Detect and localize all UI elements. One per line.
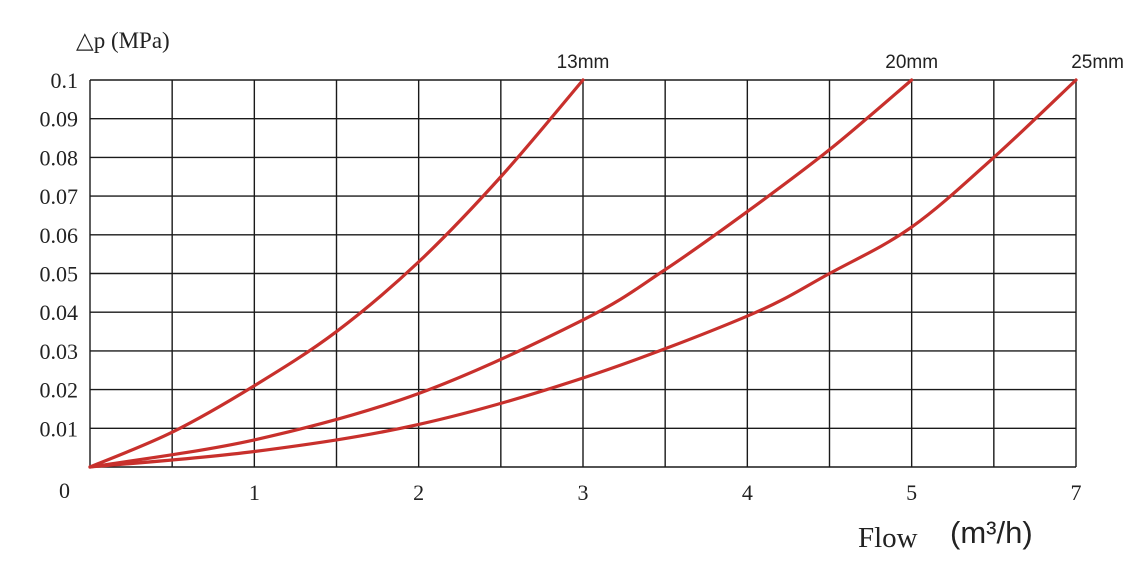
y-tick-label: 0.04	[40, 300, 79, 325]
series-label-25mm: 25mm	[1071, 52, 1124, 73]
y-tick-label: 0.03	[40, 339, 79, 364]
x-tick-label: 3	[578, 480, 589, 505]
y-tick-label: 0.09	[40, 107, 79, 132]
y-tick-label: 0.1	[51, 68, 79, 93]
x-axis-unit: (m³/h)	[950, 515, 1033, 550]
y-tick-label: 0.06	[40, 223, 79, 248]
y-tick-label: 0.05	[40, 262, 79, 287]
series-line-13mm	[88, 78, 585, 469]
grid	[89, 79, 1077, 468]
y-axis-label: △p (MPa)	[76, 28, 170, 53]
x-tick-label: 5	[906, 480, 917, 505]
series-label-20mm: 20mm	[885, 52, 938, 73]
series-labels: 13mm 20mm 25mm	[557, 52, 1124, 73]
x-tick-label: 2	[413, 480, 424, 505]
y-tick-label: 0.01	[40, 416, 79, 441]
x-tick-label: 7	[1071, 480, 1082, 505]
x-tick-labels: 1 2 3 4 5 7	[249, 480, 1082, 505]
series-line-20mm	[88, 78, 914, 469]
x-tick-label: 4	[742, 480, 753, 505]
y-tick-label: 0	[59, 478, 70, 503]
y-tick-label: 0.02	[40, 378, 79, 403]
x-axis-label: Flow	[858, 522, 918, 554]
x-tick-label: 1	[249, 480, 260, 505]
series-label-13mm: 13mm	[557, 52, 610, 73]
series-line-25mm	[88, 78, 1078, 469]
series-lines	[88, 78, 1078, 469]
y-tick-label: 0.08	[40, 145, 79, 170]
y-tick-label: 0.07	[40, 184, 79, 209]
y-tick-labels: 0 0.01 0.02 0.03 0.04 0.05 0.06 0.07 0.08 0.09 0.1	[40, 68, 79, 503]
